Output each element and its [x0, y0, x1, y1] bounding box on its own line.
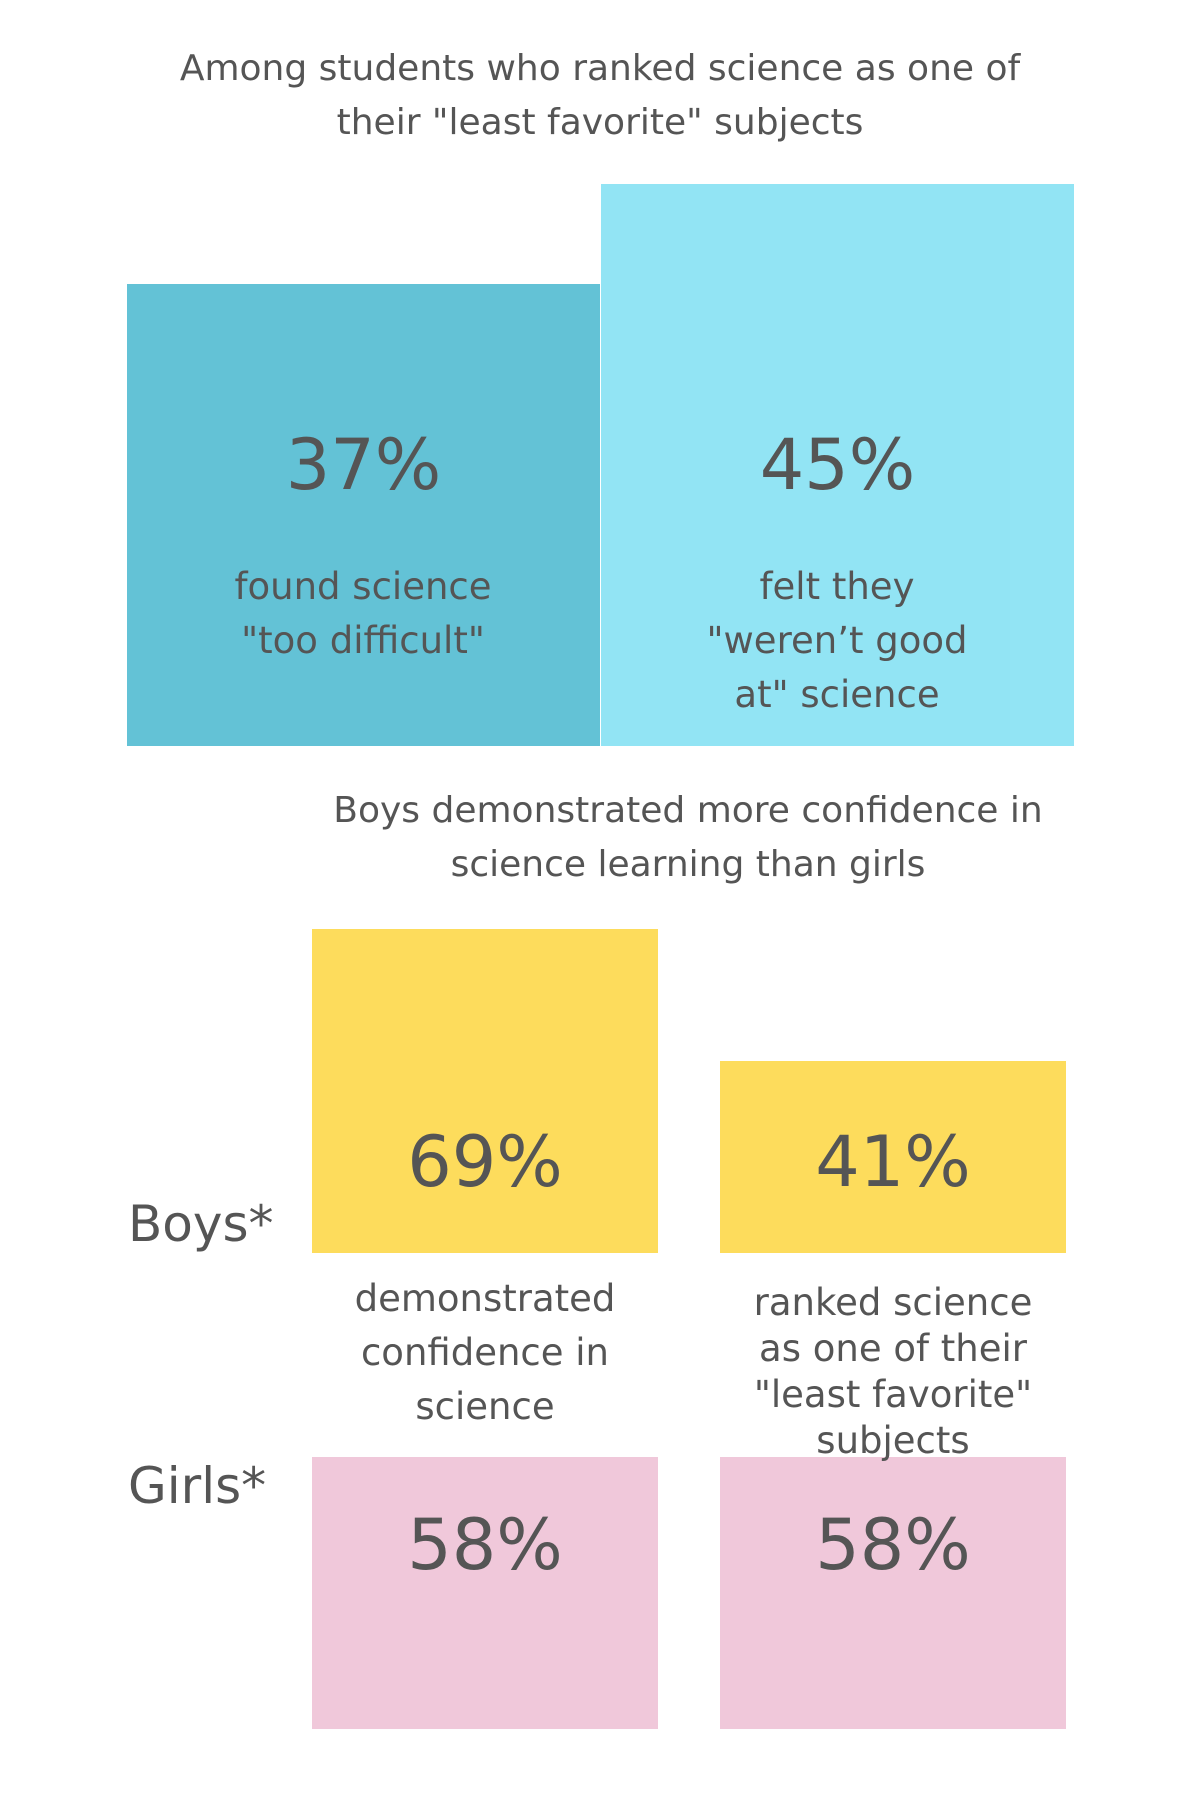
bar [720, 1457, 1066, 1730]
bar [312, 929, 658, 1253]
chart-title: Boys demonstrated more confidence in sci… [333, 790, 1043, 885]
value-label: 45% [759, 424, 916, 506]
legend-label: Girls* [128, 1457, 267, 1515]
category-label: found science "too difficult" [234, 565, 492, 662]
category-label: demonstrated confidence in science [354, 1277, 616, 1428]
bar [720, 1060, 1066, 1253]
category-label: felt they "weren’t good at" science [706, 565, 968, 716]
chart-title: Among students who ranked science as one… [179, 48, 1021, 143]
category-label: ranked science as one of their "least fa… [753, 1281, 1033, 1462]
bar [601, 183, 1074, 746]
value-label: 37% [285, 424, 442, 506]
value-label: 69% [407, 1121, 563, 1203]
value-label: 58% [815, 1504, 971, 1586]
value-label: 58% [407, 1504, 563, 1586]
bar [127, 283, 600, 746]
value-label: 41% [815, 1121, 971, 1203]
legend-label: Boys* [128, 1195, 274, 1253]
bar [312, 1457, 658, 1730]
